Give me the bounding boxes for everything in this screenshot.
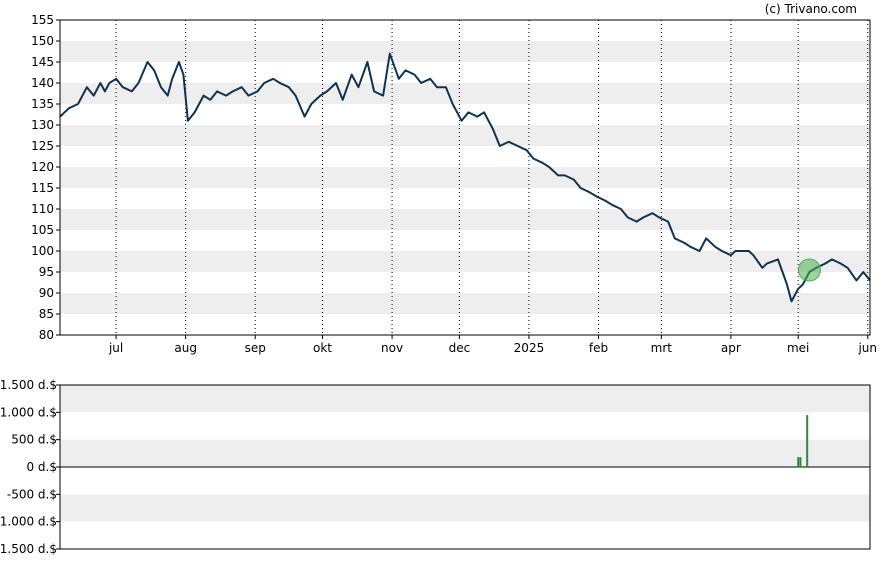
x-tick-label: okt <box>313 341 332 355</box>
grid-band <box>60 83 870 104</box>
y-tick-label: 150 <box>31 34 54 48</box>
x-tick-label: feb <box>589 341 608 355</box>
y-tick-label: 90 <box>39 286 54 300</box>
x-tick-label: nov <box>381 341 403 355</box>
volume-bar <box>806 415 809 467</box>
y-tick-label: -1.000 d.$ <box>0 515 57 529</box>
x-tick-label: sep <box>245 341 266 355</box>
x-tick-label: jul <box>108 341 123 355</box>
grid-band <box>60 251 870 272</box>
x-tick-label: aug <box>174 341 197 355</box>
y-tick-label: 80 <box>39 328 54 342</box>
grid-band <box>60 385 870 413</box>
grid-band <box>60 494 870 522</box>
y-tick-label: -500 d.$ <box>7 487 57 501</box>
y-tick-label: 120 <box>31 160 54 174</box>
y-tick-label: 0 d.$ <box>26 460 57 474</box>
volume-bar <box>799 457 802 467</box>
price-chart-frame <box>59 19 871 336</box>
y-tick-label: 500 d.$ <box>11 433 57 447</box>
volume-chart: -1.500 d.$ -1.000 d.$ -500 d.$ 0 d.$ 500 d.$… <box>0 378 871 556</box>
grid-band <box>60 167 870 188</box>
volume-bar <box>797 457 800 467</box>
y-tick-label: 145 <box>31 55 54 69</box>
x-tick-label: dec <box>449 341 471 355</box>
x-tick-label: mei <box>787 341 809 355</box>
price-series-line <box>59 52 871 303</box>
y-tick-label: 95 <box>39 265 54 279</box>
y-tick-label: -1.500 d.$ <box>0 542 57 556</box>
y-tick-label: 135 <box>31 97 54 111</box>
signal-marker <box>797 258 821 282</box>
x-tick-label: mrt <box>651 341 673 355</box>
y-tick-label: 1.500 d.$ <box>0 378 57 392</box>
y-tick-label: 105 <box>31 223 54 237</box>
y-tick-label: 110 <box>31 202 54 216</box>
volume-chart-frame <box>59 384 871 550</box>
grid-band <box>60 41 870 62</box>
grid-band <box>60 293 870 314</box>
x-tick-label: jun <box>857 341 877 355</box>
y-tick-label: 125 <box>31 139 54 153</box>
grid-band <box>60 125 870 146</box>
copyright-label: (c) Trivano.com <box>765 2 857 16</box>
y-tick-label: 100 <box>31 244 54 258</box>
grid-band <box>60 209 870 230</box>
x-tick-label: apr <box>721 341 741 355</box>
y-tick-label: 85 <box>39 307 54 321</box>
x-tick-label: 2025 <box>514 341 545 355</box>
y-tick-label: 140 <box>31 76 54 90</box>
price-chart: jul aug sep okt nov dec 2025 feb mrt apr mei jun 80 8… <box>31 13 877 355</box>
grid-band <box>60 439 870 467</box>
y-tick-label: 1.000 d.$ <box>0 405 57 419</box>
y-tick-label: 115 <box>31 181 54 195</box>
y-tick-label: 155 <box>31 13 54 27</box>
y-tick-label: 130 <box>31 118 54 132</box>
